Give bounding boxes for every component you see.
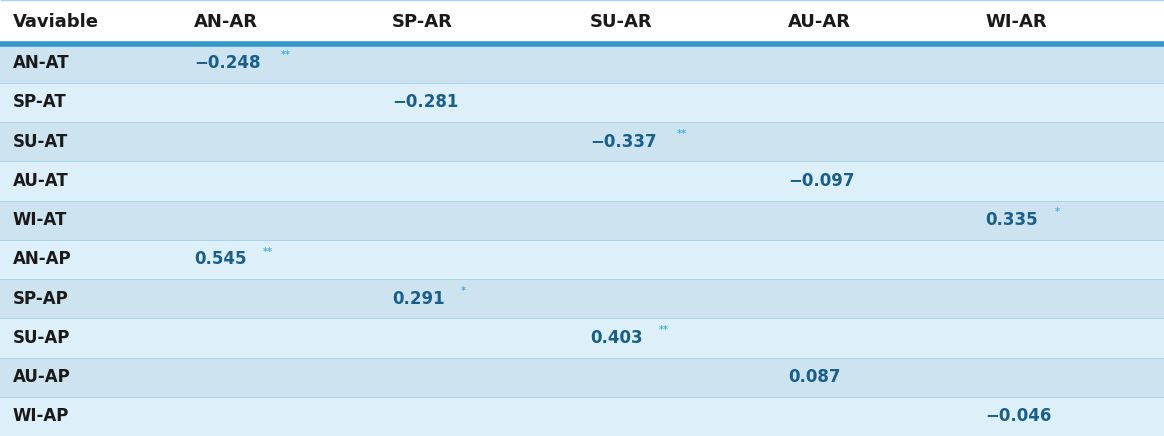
Text: −0.046: −0.046 [986,407,1052,426]
Bar [0,161,1164,201]
Bar [0,397,1164,436]
Text: AN-AT: AN-AT [13,54,69,72]
Bar [0,0,1164,44]
Text: SP-AT: SP-AT [13,93,66,112]
Text: AU-AT: AU-AT [13,172,69,190]
Text: WI-AT: WI-AT [13,211,68,229]
Bar [0,83,1164,122]
Bar [0,240,1164,279]
Text: 0.087: 0.087 [788,368,840,386]
Text: SU-AT: SU-AT [13,133,68,151]
Text: 0.403: 0.403 [590,329,643,347]
Bar [0,358,1164,397]
Text: SU-AP: SU-AP [13,329,70,347]
Text: −0.097: −0.097 [788,172,854,190]
Text: SP-AP: SP-AP [13,290,69,308]
Text: −0.337: −0.337 [590,133,656,151]
Text: AU-AP: AU-AP [13,368,70,386]
Text: WI-AP: WI-AP [13,407,69,426]
Text: Vaviable: Vaviable [13,13,99,31]
Text: 0.291: 0.291 [392,290,445,308]
Text: SU-AR: SU-AR [590,13,653,31]
Text: AN-AR: AN-AR [194,13,258,31]
Bar [0,122,1164,161]
Text: −0.248: −0.248 [194,54,261,72]
Text: SP-AR: SP-AR [392,13,453,31]
Text: **: ** [659,325,669,335]
Text: AN-AP: AN-AP [13,250,71,269]
Text: −0.281: −0.281 [392,93,459,112]
Bar [0,44,1164,83]
Text: WI-AR: WI-AR [986,13,1046,31]
Text: *: * [1055,208,1059,217]
Text: **: ** [263,247,274,256]
Text: **: ** [677,129,687,139]
Text: *: * [461,286,467,296]
Text: **: ** [282,51,291,60]
Text: 0.545: 0.545 [194,250,247,269]
Bar [0,318,1164,358]
Bar [0,279,1164,318]
Text: 0.335: 0.335 [986,211,1038,229]
Text: AU-AR: AU-AR [788,13,851,31]
Bar [0,201,1164,240]
